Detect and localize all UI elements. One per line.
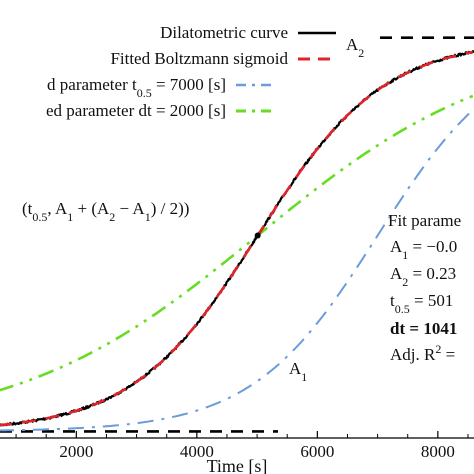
fit-param-line-1: A2 = 0.23 (390, 264, 456, 289)
annotations: A2 A1 (t0.5, A1 + (A2 − A1) / 2)) Fit param… (22, 35, 461, 384)
x-axis-title: Time [s] (207, 456, 268, 474)
a2-label: A2 (346, 35, 364, 60)
fit-param-line-4: Adj. R2 = (390, 342, 455, 364)
x-tick-label: 4000 (180, 442, 214, 461)
fit-param-line-3: dt = 1041 (390, 319, 457, 338)
legend-label-1: Fitted Boltzmann sigmoid (110, 49, 288, 68)
series-line-2 (0, 109, 474, 432)
midpoint-marker (254, 232, 261, 239)
series-line-1 (0, 50, 474, 427)
a1-label: A1 (289, 359, 307, 384)
fit-box-title: Fit parame (388, 211, 461, 230)
fit-param-line-0: A1 = −0.0 (390, 237, 457, 262)
legend: Dilatometric curve Fitted Boltzmann sigmo… (46, 23, 336, 120)
fit-param-line-2: t0.5 = 501 (390, 291, 453, 316)
x-tick-label: 8000 (421, 442, 455, 461)
plot-area (0, 36, 474, 433)
series-line-3 (0, 94, 474, 392)
midpoint-label: (t0.5, A1 + (A2 − A1) / 2)) (22, 199, 189, 224)
legend-label-3: ed parameter dt = 2000 [s] (46, 101, 226, 120)
axes: 2000 4000 6000 8000 Time [s] (0, 431, 474, 474)
x-tick-label: 6000 (300, 442, 334, 461)
legend-label-0: Dilatometric curve (160, 23, 288, 42)
x-tick-label: 2000 (59, 442, 93, 461)
legend-label-2: d parameter t0.5 = 7000 [s] (47, 75, 226, 100)
